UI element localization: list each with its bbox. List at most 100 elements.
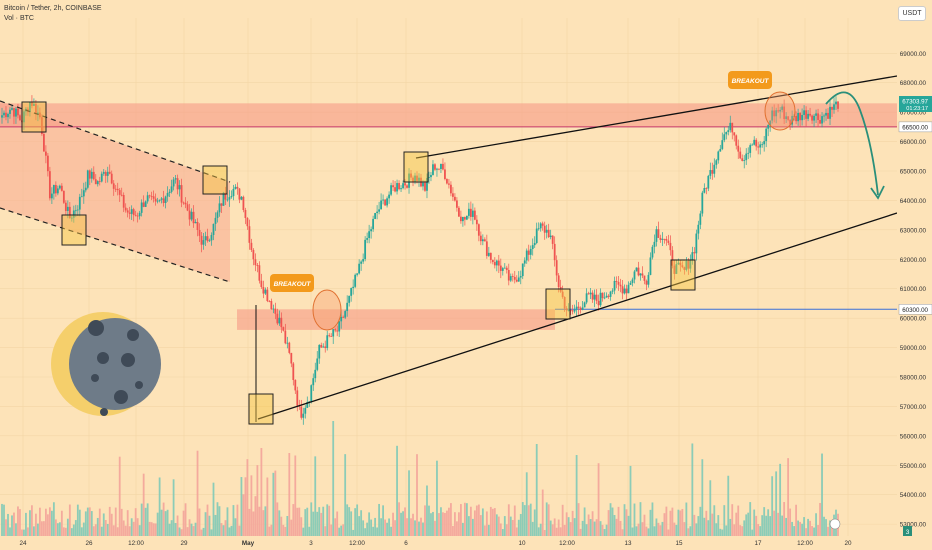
volume-bar — [450, 503, 452, 536]
pivot-box — [403, 151, 429, 183]
breakout-label: BREAKOUT — [274, 281, 312, 288]
candle-body — [747, 152, 750, 154]
volume-bar — [340, 525, 343, 536]
volume-bar — [497, 516, 500, 536]
volume-bar — [517, 519, 520, 536]
volume-bar — [1, 503, 3, 536]
candle-body — [226, 199, 229, 201]
volume-bar — [799, 521, 801, 536]
volume-bar — [493, 508, 496, 536]
volume-bar — [641, 522, 644, 536]
volume-bar — [56, 523, 59, 536]
volume-bar — [481, 508, 484, 536]
candle-body — [553, 243, 556, 261]
time-tick-label: 3 — [309, 540, 313, 547]
volume-bar — [294, 455, 297, 536]
volume-bar — [705, 510, 708, 536]
candle-body — [547, 229, 550, 238]
pivot-box — [61, 214, 87, 246]
volume-bar — [815, 513, 817, 536]
candle-body — [603, 297, 606, 299]
moon-crater — [100, 408, 108, 416]
volume-bar — [827, 526, 829, 536]
volume-bar — [39, 507, 41, 536]
candle-body — [78, 196, 81, 210]
volume-bar — [144, 507, 147, 536]
candle-body — [591, 292, 594, 300]
price-badge-value: 66500.00 — [902, 124, 928, 131]
volume-bar — [613, 515, 616, 536]
volume-bar — [188, 519, 191, 536]
candle-body — [274, 308, 277, 314]
candle-body — [98, 181, 101, 182]
volume-bar — [238, 525, 241, 536]
volume-bar — [434, 520, 436, 536]
volume-bar — [166, 509, 169, 536]
volume-bar — [220, 523, 223, 536]
volume-bar — [589, 519, 592, 536]
candle-body — [432, 164, 434, 175]
candle-body — [647, 274, 650, 285]
price-axis[interactable] — [897, 0, 932, 536]
volume-bar — [787, 458, 790, 536]
volume-bar — [416, 454, 418, 536]
candle-body — [346, 302, 349, 312]
volume-bar — [216, 502, 219, 536]
volume-bar — [599, 521, 602, 536]
volume-bar — [723, 505, 726, 536]
volume-bar — [521, 502, 524, 536]
volume-bar — [29, 510, 31, 536]
breakout-circle — [764, 91, 796, 131]
candle-body — [809, 113, 811, 116]
candle-body — [84, 187, 87, 191]
candle-body — [649, 257, 652, 275]
volume-bar — [384, 519, 386, 536]
candle-body — [503, 267, 506, 269]
candle-body — [412, 177, 414, 183]
volume-bar — [372, 526, 375, 536]
candle-body — [15, 108, 17, 117]
candle-body — [218, 203, 221, 213]
currency-button[interactable]: USDT — [898, 6, 926, 21]
volume-bar — [631, 527, 634, 536]
volume-bar — [747, 512, 750, 536]
candle-body — [635, 267, 638, 272]
candle-body — [691, 252, 694, 261]
candle-body — [80, 196, 83, 198]
candle-body — [5, 112, 7, 118]
candle-body — [719, 148, 722, 152]
time-tick-label: 12:00 — [559, 540, 575, 547]
candle-body — [517, 277, 520, 282]
candle-body — [60, 185, 63, 191]
candle-body — [599, 292, 602, 306]
candle-body — [146, 195, 149, 202]
candle-body — [434, 164, 436, 170]
candle-body — [651, 246, 654, 258]
candle-body — [583, 302, 586, 308]
time-tick-label: 12:00 — [128, 540, 144, 547]
price-tick-label: 65000.00 — [900, 169, 927, 176]
volume-bar — [541, 489, 544, 536]
candle-body — [523, 260, 526, 264]
time-tick-label: 29 — [180, 540, 188, 547]
volume-bar — [230, 525, 233, 536]
candle-body — [717, 151, 720, 161]
volume-bar — [452, 525, 454, 536]
price-tick-label: 66000.00 — [900, 139, 927, 146]
volume-bar — [711, 513, 714, 536]
pivot-box — [670, 259, 696, 291]
volume-bar — [575, 455, 578, 536]
volume-bar — [126, 510, 129, 536]
candle-body — [414, 175, 416, 183]
candle-body — [304, 407, 307, 414]
time-axis[interactable] — [0, 536, 932, 550]
candle-body — [338, 321, 341, 332]
volume-bar — [330, 524, 333, 536]
volume-bar — [448, 507, 450, 536]
volume-indicator-label[interactable]: Vol · BTC — [4, 15, 34, 22]
candle-body — [665, 239, 668, 241]
candle-body — [9, 109, 11, 114]
volume-bar — [507, 504, 510, 536]
